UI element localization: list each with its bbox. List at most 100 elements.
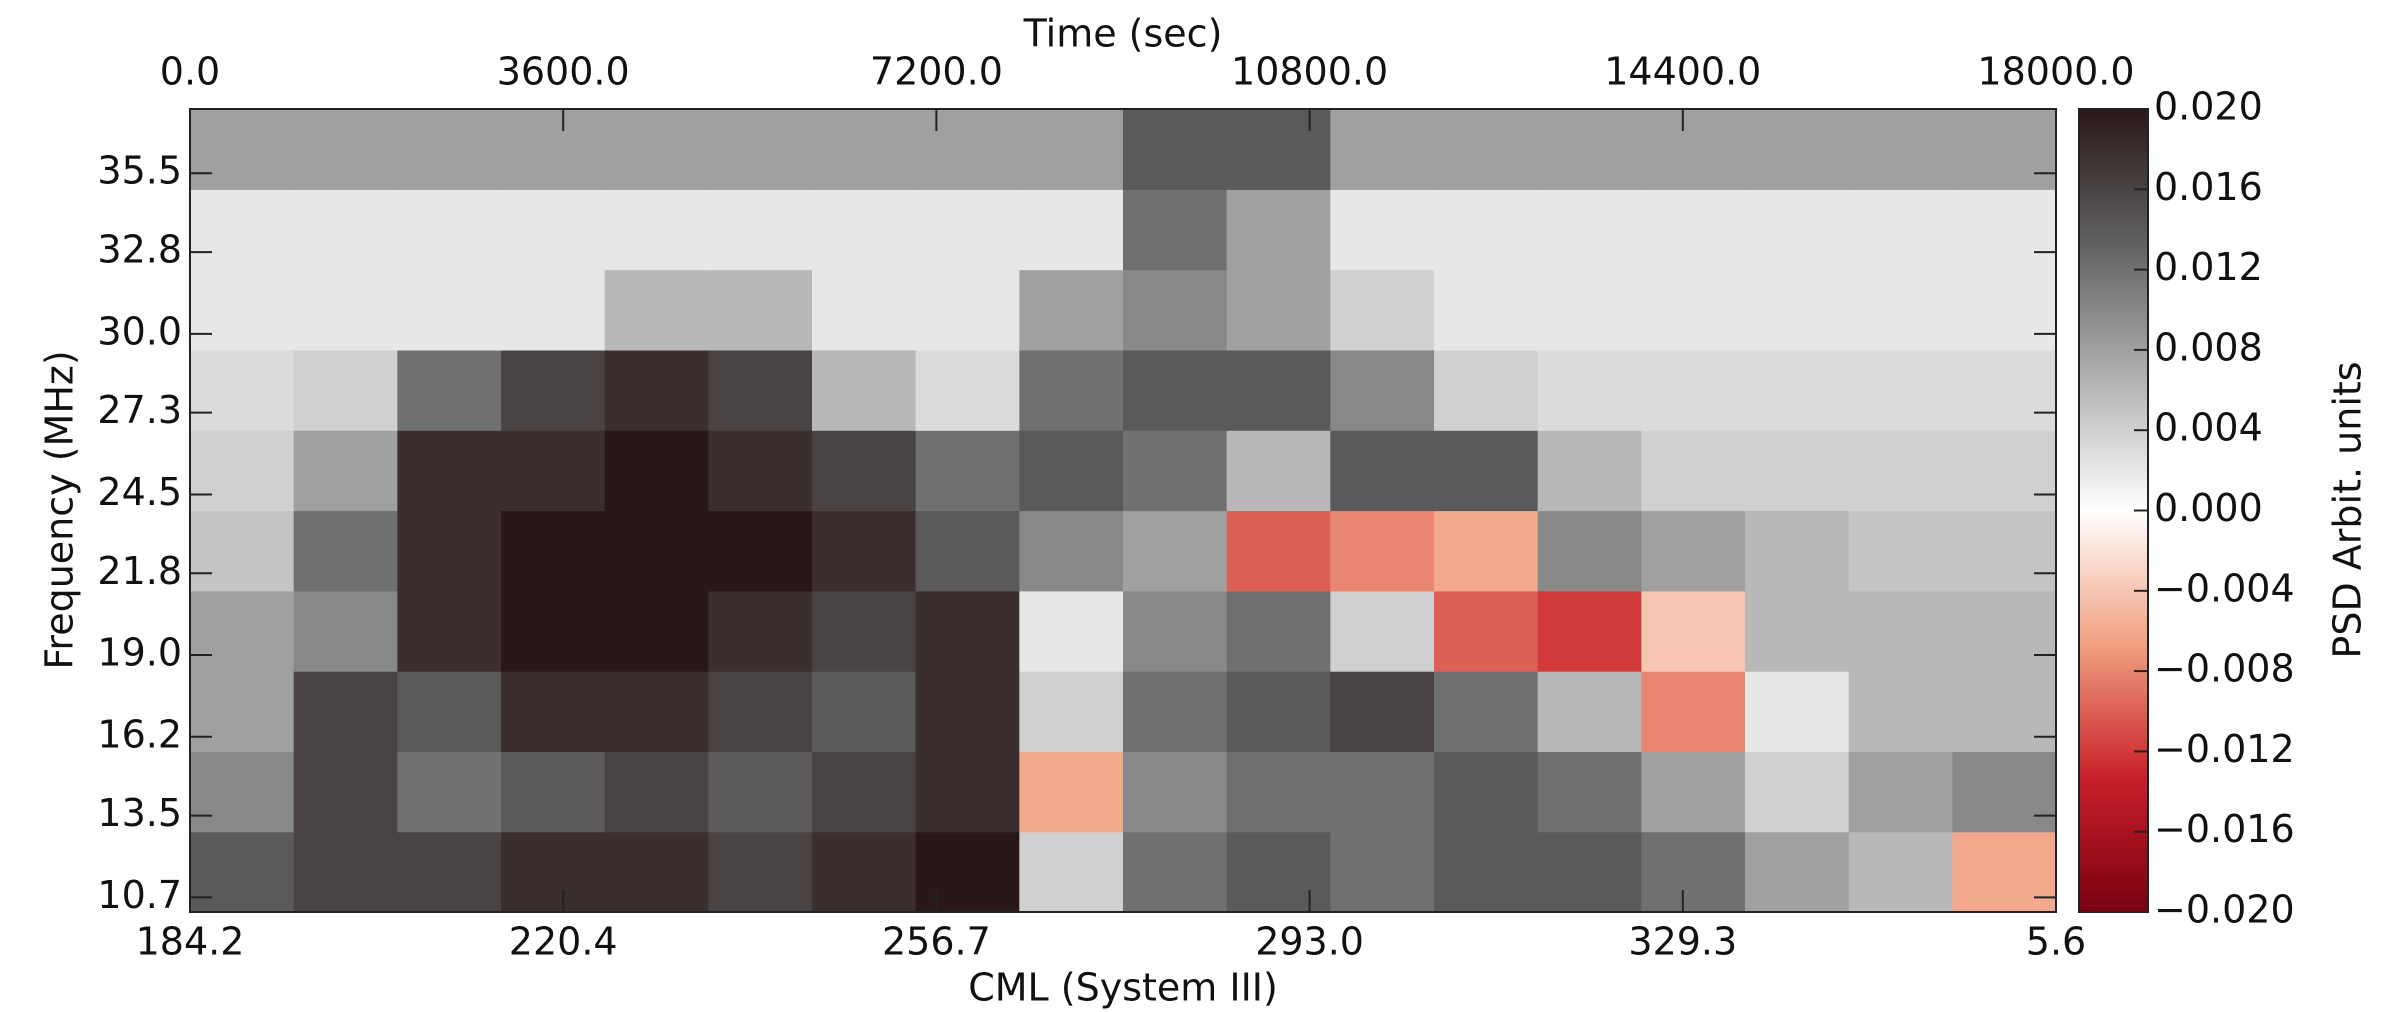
heatmap-cell (293, 671, 398, 752)
heatmap-cell (1745, 831, 1850, 913)
colorbar-tick-label: 0.020 (2154, 85, 2263, 129)
heatmap-cell (190, 510, 295, 592)
heatmap-cell (1123, 349, 1228, 431)
heatmap-cell (1848, 349, 1953, 431)
heatmap-cell (1019, 751, 1124, 833)
heatmap-cell (915, 269, 1020, 351)
heatmap-cell (1641, 831, 1746, 913)
heatmap-cell (812, 189, 917, 271)
heatmap-cell (1537, 109, 1642, 190)
y-tick-label: 32.8 (97, 228, 182, 272)
heatmap-cell (1952, 349, 2057, 431)
heatmap-cell (1019, 189, 1124, 271)
heatmap-cell (1330, 590, 1435, 672)
heatmap-cell (812, 671, 917, 752)
heatmap-cell (1226, 189, 1331, 271)
heatmap-cell (1745, 269, 1850, 351)
heatmap-cell (604, 109, 709, 190)
heatmap-cell (501, 831, 606, 913)
heatmap-cell (1848, 430, 1953, 512)
x-tick-label: 14400.0 (1604, 50, 1761, 94)
y-tick-label: 16.2 (97, 712, 182, 756)
heatmap-cell (1019, 590, 1124, 672)
heatmap-cell (1952, 269, 2057, 351)
heatmap-cell (1537, 671, 1642, 752)
heatmap-cell (1226, 109, 1331, 190)
heatmap-cell (1123, 510, 1228, 592)
x2-tick-label: 293.0 (1255, 920, 1364, 964)
x2-tick-label: 184.2 (136, 920, 245, 964)
heatmap-cell (1434, 349, 1539, 431)
heatmap-cell (1641, 349, 1746, 431)
heatmap-cell (293, 430, 398, 512)
heatmap-cell (190, 671, 295, 752)
x-tick-label: 7200.0 (870, 50, 1003, 94)
heatmap-cell (1641, 430, 1746, 512)
heatmap-cell (1226, 671, 1331, 752)
heatmap-cell (812, 510, 917, 592)
heatmap-cell (501, 590, 606, 672)
heatmap-cell (501, 109, 606, 190)
colorbar-tick-label: 0.012 (2154, 245, 2263, 289)
heatmap-cell (1641, 269, 1746, 351)
x2-tick-label: 329.3 (1628, 920, 1737, 964)
y-tick-label: 13.5 (97, 791, 182, 835)
heatmap-cell (708, 349, 813, 431)
heatmap-cell (915, 831, 1020, 913)
heatmap-cell (708, 109, 813, 190)
heatmap-cell (1123, 109, 1228, 190)
heatmap-cell (190, 349, 295, 431)
heatmap-cell (604, 430, 709, 512)
heatmap-cell (1226, 590, 1331, 672)
heatmap-cell (1745, 349, 1850, 431)
heatmap-cell (1226, 269, 1331, 351)
heatmap-cell (915, 510, 1020, 592)
heatmap-cell (708, 510, 813, 592)
heatmap-cell (1434, 831, 1539, 913)
heatmap-cell (1848, 831, 1953, 913)
heatmap-cell (1745, 510, 1850, 592)
heatmap-cell (1641, 590, 1746, 672)
heatmap-cell (1330, 349, 1435, 431)
colorbar-tick-label: −0.004 (2154, 566, 2295, 610)
heatmap-cell (1019, 430, 1124, 512)
heatmap-cell (1226, 430, 1331, 512)
heatmap-cell (1952, 671, 2057, 752)
heatmap-cell (915, 349, 1020, 431)
heatmap-cell (812, 430, 917, 512)
heatmap-cell (1848, 590, 1953, 672)
heatmap-cell (1537, 269, 1642, 351)
heatmap-cell (1434, 510, 1539, 592)
heatmap-cell (1019, 671, 1124, 752)
heatmap-cell (397, 590, 502, 672)
heatmap-cell (397, 269, 502, 351)
heatmap-cell (812, 269, 917, 351)
heatmap-cell (501, 671, 606, 752)
heatmap-cell (190, 430, 295, 512)
heatmap-cell (1019, 831, 1124, 913)
heatmap-cell (812, 831, 917, 913)
heatmap-cell (812, 590, 917, 672)
heatmap-cell (190, 590, 295, 672)
heatmap-cell (501, 751, 606, 833)
heatmap-cell (1537, 189, 1642, 271)
colorbar-title: PSD Arbit. units (2326, 361, 2370, 658)
heatmap-cell (1952, 751, 2057, 833)
heatmap-cell (604, 269, 709, 351)
plot-frame (189, 108, 2057, 913)
heatmap-cell (1537, 590, 1642, 672)
heatmap-cell (915, 590, 1020, 672)
x-tick-label: 18000.0 (1977, 50, 2134, 94)
heatmap-cell (1952, 430, 2057, 512)
heatmap-cell (1434, 590, 1539, 672)
heatmap-cell (1434, 671, 1539, 752)
heatmap-cell (1848, 189, 1953, 271)
heatmap-cell (915, 671, 1020, 752)
heatmap-cell (812, 349, 917, 431)
heatmap-cell (1123, 590, 1228, 672)
heatmap-cell (604, 510, 709, 592)
heatmap-cell (1434, 430, 1539, 512)
heatmap-cell (397, 510, 502, 592)
heatmap-cell (190, 831, 295, 913)
heatmap-cell (501, 269, 606, 351)
